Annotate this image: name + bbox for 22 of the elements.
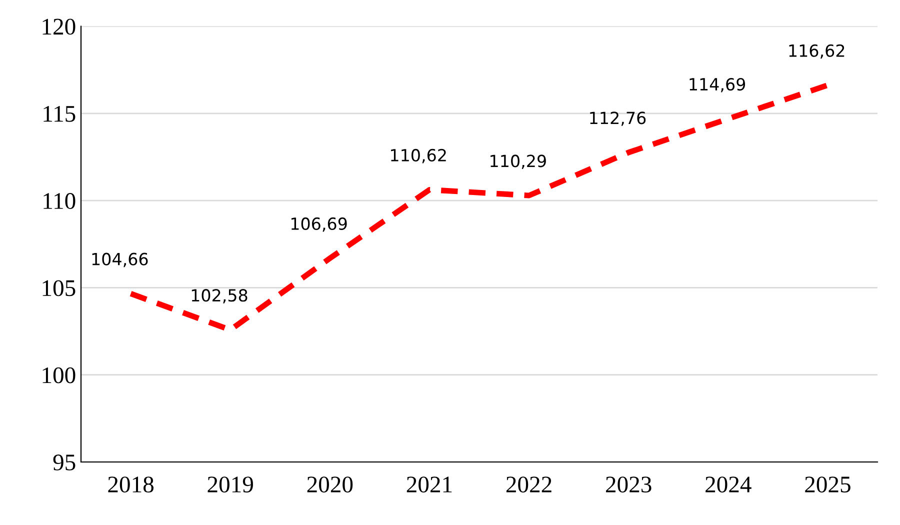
y-tick-label: 95: [53, 454, 76, 470]
y-tick-label: 100: [42, 367, 76, 384]
data-label: 112,76: [590, 112, 646, 126]
y-tick-label: 105: [42, 280, 76, 296]
y-tick-label: 110: [44, 193, 76, 209]
x-tick-label: 2019: [208, 476, 253, 493]
x-tick-label: 2021: [406, 476, 452, 493]
y-tick-label: 115: [44, 106, 76, 122]
data-label: 110,29: [490, 154, 546, 169]
data-label: 106,69: [291, 217, 347, 232]
x-tick-label: 2025: [805, 476, 850, 493]
x-tick-label: 2018: [108, 476, 154, 493]
data-label: 116,62: [789, 44, 844, 59]
x-tick-label: 2022: [506, 476, 552, 493]
data-label: 114,69: [690, 78, 746, 92]
data-label: 110,62: [391, 148, 446, 164]
y-tick-label: 120: [42, 18, 76, 35]
data-label: 104,66: [92, 252, 148, 268]
data-label: 102,58: [192, 289, 248, 304]
x-tick-label: 2020: [307, 476, 353, 493]
x-tick-label: 2023: [606, 476, 652, 493]
x-tick-label: 2024: [706, 476, 752, 493]
